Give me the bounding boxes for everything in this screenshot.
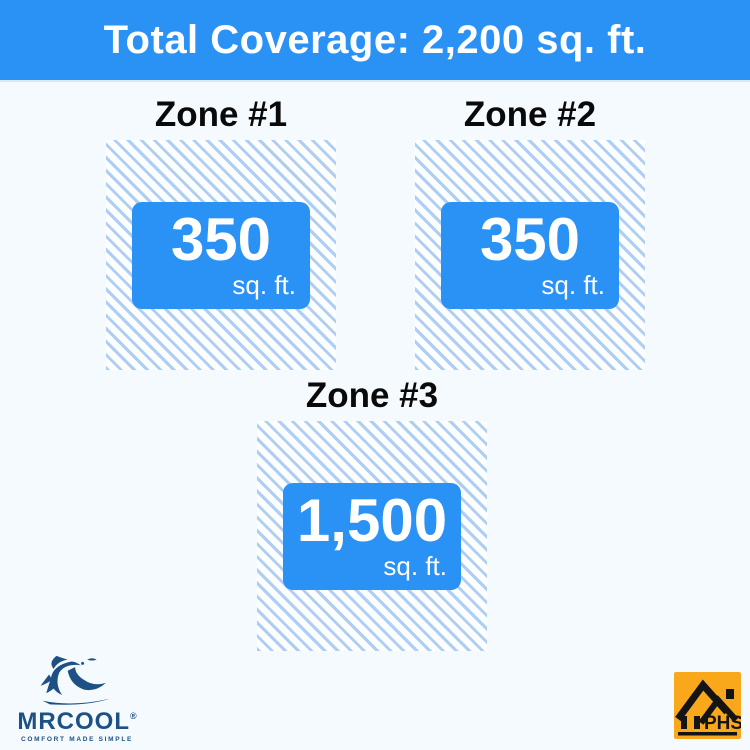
zone-3-coverage-badge: 1,500 sq. ft. [283, 482, 461, 590]
zone-1-coverage-badge: 350 sq. ft. [132, 201, 310, 309]
zone-1: Zone #1 350 sq. ft. [106, 97, 336, 370]
zone-1-coverage-area: 350 sq. ft. [106, 140, 336, 370]
mrcool-logo: MRCOOL® COMFORT MADE SIMPLE [12, 654, 142, 743]
zone-2: Zone #2 350 sq. ft. [415, 97, 645, 370]
zone-3-title: Zone #3 [305, 376, 439, 415]
zone-2-coverage-value: 350 [479, 206, 581, 273]
mrcool-tagline: COMFORT MADE SIMPLE [20, 736, 134, 743]
mrcool-wordmark: MRCOOL® [12, 710, 142, 734]
phs-label: PHS [704, 713, 741, 734]
zone-1-coverage-unit: sq. ft. [232, 270, 296, 300]
zone-1-title: Zone #1 [154, 95, 288, 134]
zone-3: Zone #3 1,500 sq. ft. [257, 378, 487, 651]
zone-3-coverage-unit: sq. ft. [383, 551, 447, 581]
zone-2-coverage-unit: sq. ft. [541, 270, 605, 300]
zone-1-coverage-value: 350 [170, 206, 272, 273]
header-banner: Total Coverage: 2,200 sq. ft. [0, 0, 750, 82]
zone-2-coverage-badge: 350 sq. ft. [441, 201, 619, 309]
phs-logo: PHS [674, 672, 741, 739]
house-roof-icon: PHS [675, 679, 741, 736]
total-coverage-title: Total Coverage: 2,200 sq. ft. [103, 17, 647, 62]
registered-trademark-symbol: ® [130, 711, 137, 721]
zone-2-coverage-area: 350 sq. ft. [415, 140, 645, 370]
zone-2-title: Zone #2 [463, 95, 597, 134]
mrcool-wordmark-text: MRCOOL [17, 708, 130, 735]
zone-3-coverage-value: 1,500 [296, 487, 448, 554]
zone-3-coverage-area: 1,500 sq. ft. [257, 421, 487, 651]
penguin-mascot-icon [40, 655, 110, 705]
